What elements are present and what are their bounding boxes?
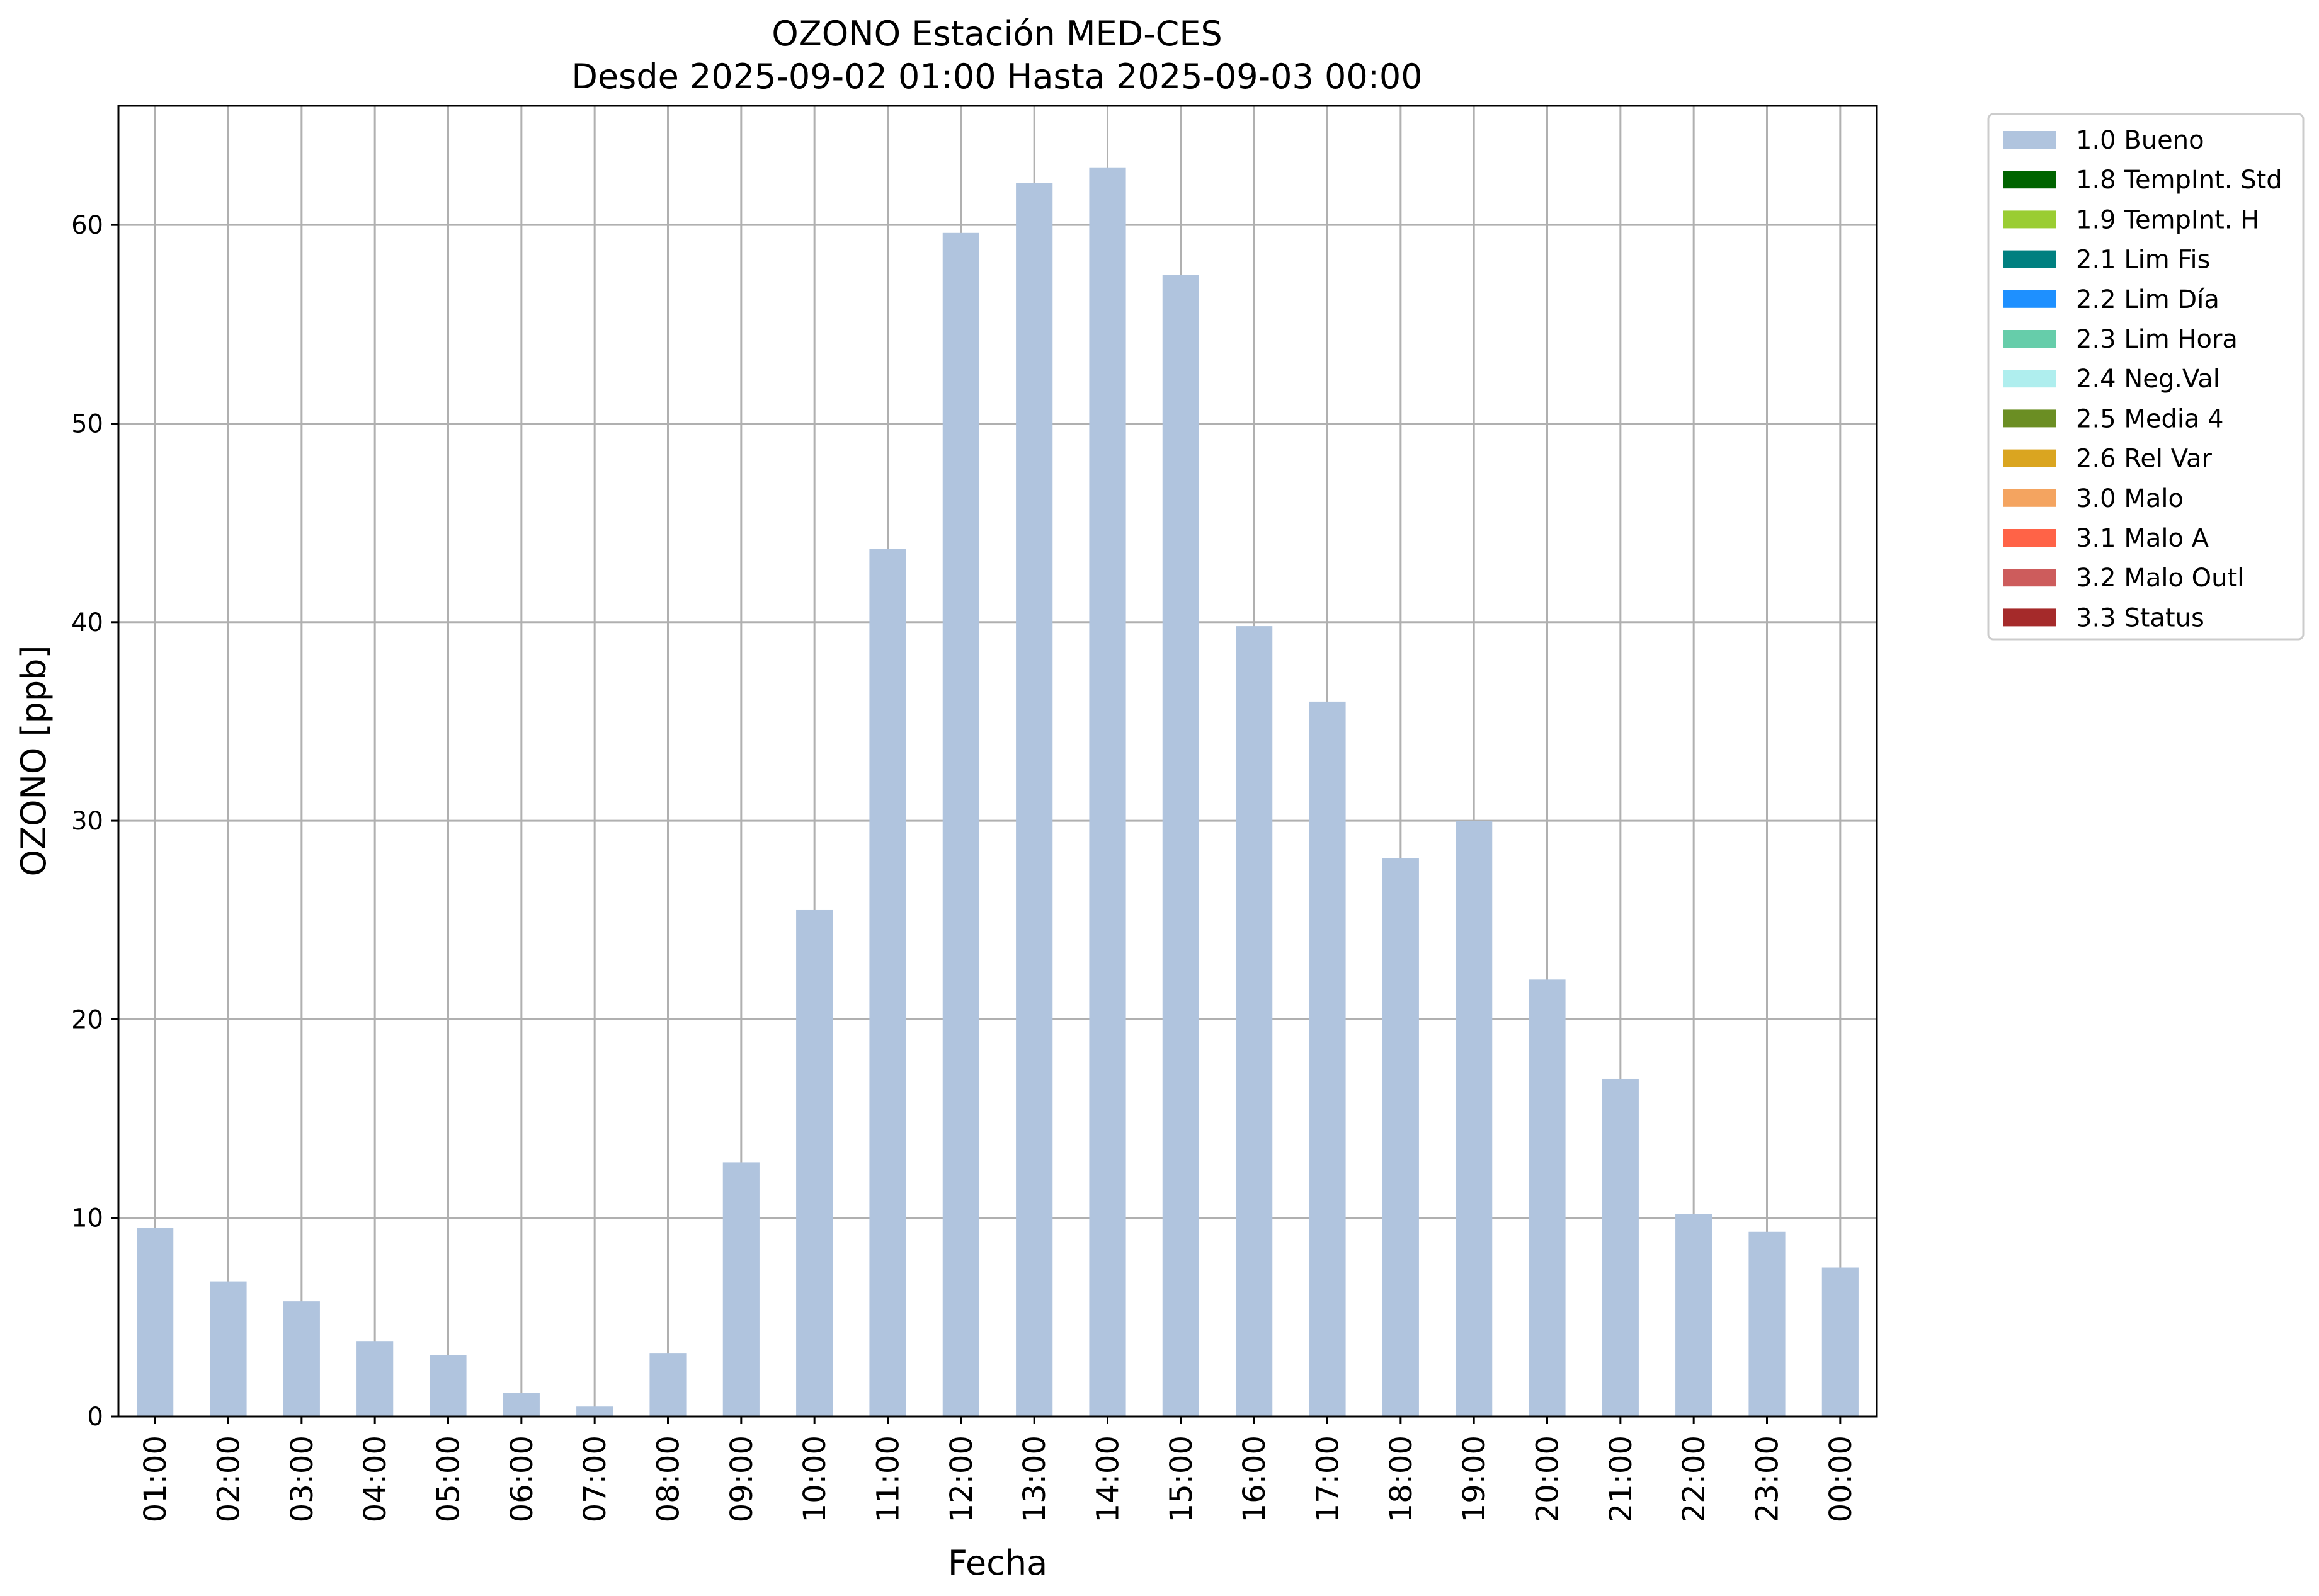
x-tick-label: 01:00 (138, 1435, 173, 1522)
bars (137, 167, 1859, 1417)
legend-swatch (2003, 131, 2056, 149)
bar-0200 (210, 1281, 247, 1416)
legend-label: 2.5 Media 4 (2076, 404, 2224, 433)
x-tick-label: 19:00 (1457, 1435, 1492, 1522)
legend-label: 2.1 Lim Fis (2076, 246, 2210, 275)
y-axis-ticks: 0 10 20 30 40 50 60 (71, 211, 118, 1432)
bar-1000 (796, 909, 833, 1416)
x-axis-label: Fecha (948, 1543, 1047, 1583)
y-tick-label: 50 (71, 409, 103, 438)
y-tick-label: 10 (71, 1204, 103, 1233)
legend-swatch (2003, 370, 2056, 388)
plot-frame (117, 105, 1878, 1418)
legend-label: 2.4 Neg.Val (2076, 365, 2220, 394)
legend-label: 1.9 TempInt. H (2076, 205, 2259, 234)
legend-frame (1987, 113, 2305, 641)
x-tick-label: 16:00 (1237, 1435, 1272, 1522)
legend-swatch (2003, 409, 2056, 428)
x-tick-label: 23:00 (1750, 1435, 1786, 1522)
bar-0100 (137, 1228, 174, 1416)
legend-label: 2.2 Lim Día (2076, 285, 2219, 314)
legend: 1.0 Bueno 1.8 TempInt. Std 1.9 TempInt. H 2… (1987, 113, 2305, 641)
x-tick-label: 12:00 (944, 1435, 979, 1522)
legend-label: 3.0 Malo (2076, 484, 2184, 513)
legend-label: 1.8 TempInt. Std (2076, 166, 2282, 195)
x-tick-label: 03:00 (285, 1435, 320, 1522)
bar-0000 (1821, 1267, 1859, 1416)
bar-1200 (942, 232, 979, 1416)
y-tick-label: 60 (71, 211, 103, 240)
bar-2000 (1529, 979, 1566, 1416)
y-tick-label: 40 (71, 608, 103, 637)
y-tick-label: 0 (88, 1403, 103, 1432)
y-tick-label: 30 (71, 807, 103, 836)
x-axis-ticks: 01:00 02:00 03:00 04:00 05:00 06:00 07:00 08:00… (138, 1416, 1859, 1522)
bar-0500 (430, 1355, 467, 1416)
bar-1700 (1309, 701, 1346, 1416)
x-tick-label: 05:00 (431, 1435, 467, 1522)
x-tick-label: 02:00 (212, 1435, 247, 1522)
legend-label: 2.3 Lim Hora (2076, 325, 2238, 354)
bar-0300 (283, 1301, 320, 1416)
legend-swatch (2003, 608, 2056, 627)
legend-label: 3.1 Malo A (2076, 524, 2209, 553)
x-tick-label: 08:00 (651, 1435, 687, 1522)
legend-swatch (2003, 569, 2056, 587)
bar-1400 (1089, 167, 1126, 1417)
bar-0600 (503, 1393, 540, 1416)
bar-0900 (722, 1162, 760, 1416)
x-tick-label: 04:00 (358, 1435, 393, 1522)
bar-1800 (1382, 858, 1419, 1416)
x-tick-label: 10:00 (797, 1435, 833, 1522)
x-tick-label: 17:00 (1311, 1435, 1346, 1522)
legend-label: 3.2 Malo Outl (2076, 564, 2244, 593)
x-tick-label: 18:00 (1384, 1435, 1419, 1522)
x-tick-label: 15:00 (1164, 1435, 1199, 1522)
x-tick-label: 00:00 (1823, 1435, 1859, 1522)
x-tick-label: 07:00 (578, 1435, 613, 1522)
x-tick-label: 06:00 (504, 1435, 540, 1522)
legend-swatch (2003, 330, 2056, 348)
legend-swatch (2003, 290, 2056, 308)
legend-label: 2.6 Rel Var (2076, 445, 2213, 474)
x-tick-label: 09:00 (724, 1435, 760, 1522)
legend-label: 1.0 Bueno (2076, 126, 2204, 155)
bar-1900 (1456, 821, 1493, 1416)
legend-swatch (2003, 529, 2056, 547)
bar-0800 (649, 1353, 687, 1416)
x-tick-label: 11:00 (871, 1435, 906, 1522)
legend-swatch (2003, 250, 2056, 268)
legend-swatch (2003, 210, 2056, 229)
x-tick-label: 14:00 (1091, 1435, 1126, 1522)
chart-subtitle: Desde 2025-09-02 01:00 Hasta 2025-09-03 … (571, 57, 1422, 96)
legend-label: 3.3 Status (2076, 603, 2204, 632)
bar-0700 (576, 1406, 613, 1416)
y-axis-label: OZONO [ppb] (14, 645, 54, 876)
x-tick-label: 22:00 (1677, 1435, 1712, 1522)
x-tick-label: 13:00 (1017, 1435, 1052, 1522)
bar-2100 (1602, 1078, 1639, 1416)
bar-1100 (869, 549, 906, 1416)
legend-swatch (2003, 449, 2056, 467)
bar-2300 (1748, 1231, 1786, 1416)
bar-0400 (356, 1341, 394, 1416)
legend-swatch (2003, 489, 2056, 507)
x-tick-label: 21:00 (1604, 1435, 1639, 1522)
bar-1500 (1162, 275, 1199, 1416)
x-tick-label: 20:00 (1530, 1435, 1566, 1522)
chart-title: OZONO Estación MED-CES (772, 14, 1222, 54)
legend-swatch (2003, 171, 2056, 189)
bar-1600 (1236, 626, 1273, 1416)
y-tick-label: 20 (71, 1005, 103, 1034)
bar-1300 (1016, 183, 1053, 1417)
bar-2200 (1675, 1214, 1712, 1416)
